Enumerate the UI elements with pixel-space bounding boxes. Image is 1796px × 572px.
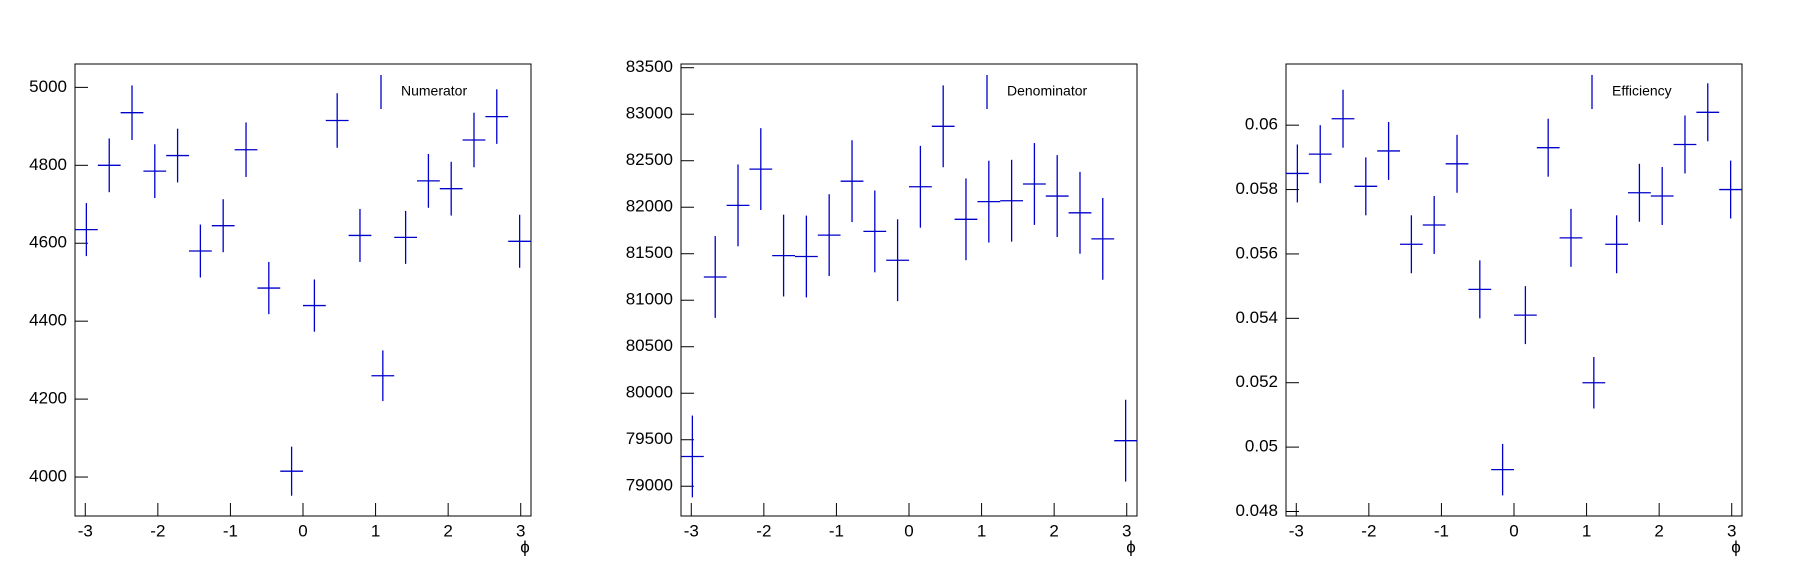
- plot-frame: [74, 63, 532, 517]
- x-tick-label: -3: [78, 521, 93, 540]
- y-tick-label: 81000: [626, 290, 673, 309]
- x-tick-label: -1: [223, 521, 238, 540]
- plot-frame: [1285, 63, 1743, 517]
- x-tick-label: 1: [977, 521, 986, 540]
- x-tick-label: 2: [1654, 521, 1663, 540]
- x-tick-label: -3: [1289, 521, 1304, 540]
- x-axis-label: ϕ: [1731, 537, 1741, 556]
- x-tick-label: 0: [298, 521, 307, 540]
- y-tick-label: 81500: [626, 243, 673, 262]
- y-tick-label: 4400: [29, 311, 67, 330]
- plot-frame: [680, 63, 1138, 517]
- y-tick-label: 80500: [626, 336, 673, 355]
- y-tick-label: 0.06: [1245, 115, 1278, 134]
- x-tick-label: -2: [756, 521, 771, 540]
- legend-label: Denominator: [1007, 83, 1087, 99]
- y-tick-label: 4200: [29, 389, 67, 408]
- y-tick-label: 79500: [626, 429, 673, 448]
- y-tick-label: 0.058: [1235, 179, 1278, 198]
- y-tick-label: 4000: [29, 467, 67, 486]
- y-tick-label: 82000: [626, 197, 673, 216]
- legend-label: Efficiency: [1612, 83, 1672, 99]
- x-axis-label: ϕ: [520, 537, 530, 556]
- y-tick-label: 4600: [29, 233, 67, 252]
- x-tick-label: 0: [904, 521, 913, 540]
- x-tick-label: 3: [1727, 521, 1736, 540]
- y-tick-label: 0.052: [1235, 372, 1278, 391]
- x-tick-label: 1: [371, 521, 380, 540]
- x-tick-label: -1: [829, 521, 844, 540]
- y-tick-label: 79000: [626, 476, 673, 495]
- y-tick-label: 0.056: [1235, 243, 1278, 262]
- x-tick-label: -2: [1361, 521, 1376, 540]
- y-tick-label: 0.05: [1245, 437, 1278, 456]
- y-tick-label: 82500: [626, 150, 673, 169]
- x-tick-label: -1: [1434, 521, 1449, 540]
- y-tick-label: 5000: [29, 77, 67, 96]
- y-tick-label: 83000: [626, 104, 673, 123]
- legend-label: Numerator: [401, 83, 467, 99]
- x-tick-label: 1: [1582, 521, 1591, 540]
- x-tick-label: 3: [1122, 521, 1131, 540]
- x-tick-label: 2: [1049, 521, 1058, 540]
- y-tick-label: 0.048: [1235, 501, 1278, 520]
- y-tick-label: 83500: [626, 57, 673, 76]
- y-tick-label: 4800: [29, 155, 67, 174]
- x-tick-label: 3: [516, 521, 525, 540]
- x-tick-label: -3: [684, 521, 699, 540]
- x-tick-label: 2: [443, 521, 452, 540]
- x-tick-label: -2: [150, 521, 165, 540]
- y-tick-label: 80000: [626, 383, 673, 402]
- x-axis-label: ϕ: [1126, 537, 1136, 556]
- y-tick-label: 0.054: [1235, 308, 1278, 327]
- x-tick-label: 0: [1509, 521, 1518, 540]
